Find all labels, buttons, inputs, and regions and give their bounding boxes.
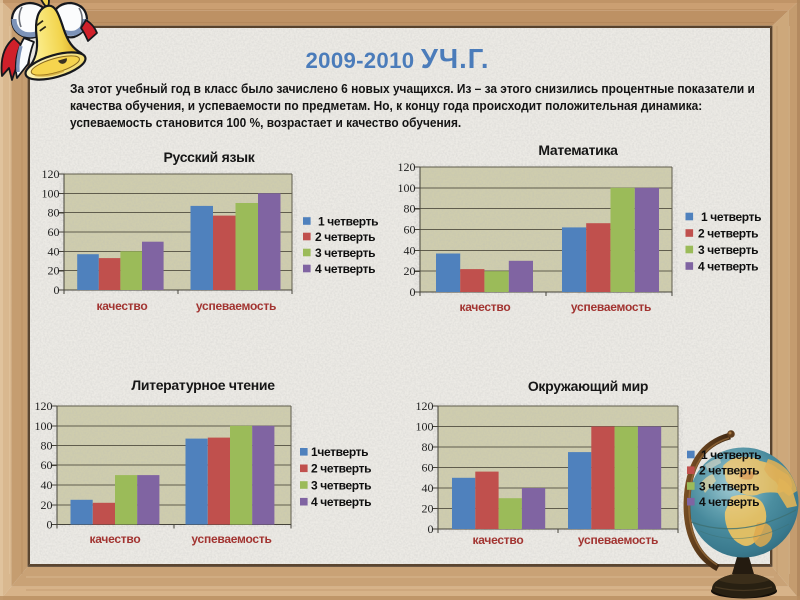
svg-text:1 четверть: 1 четверть: [318, 214, 378, 228]
svg-text:качество: качество: [97, 299, 148, 313]
svg-text:40: 40: [48, 244, 60, 258]
svg-text:80: 80: [422, 440, 434, 454]
svg-text:120: 120: [42, 167, 60, 181]
svg-text:1 четверть: 1 четверть: [701, 448, 761, 462]
svg-text:120: 120: [35, 399, 53, 413]
svg-text:Литературное чтение: Литературное чтение: [131, 377, 275, 393]
svg-text:20: 20: [41, 498, 53, 512]
svg-text:успеваемость: успеваемость: [571, 300, 651, 314]
svg-text:успеваемость: успеваемость: [578, 533, 658, 547]
svg-text:4 четверть: 4 четверть: [315, 262, 375, 276]
svg-text:3 четверть: 3 четверть: [698, 243, 758, 257]
svg-text:0: 0: [47, 518, 53, 532]
svg-text:4 четверть: 4 четверть: [699, 495, 759, 509]
svg-text:качество: качество: [473, 533, 524, 547]
svg-text:3 четверть: 3 четверть: [699, 479, 759, 493]
svg-text:60: 60: [422, 461, 434, 475]
svg-text:2 четверть: 2 четверть: [699, 464, 759, 478]
svg-text:2 четверть: 2 четверть: [315, 230, 375, 244]
svg-text:80: 80: [48, 206, 60, 220]
svg-text:20: 20: [404, 264, 416, 278]
svg-text:80: 80: [404, 202, 416, 216]
svg-text:3 четверть: 3 четверть: [315, 246, 375, 260]
svg-text:100: 100: [398, 181, 416, 195]
svg-text:40: 40: [422, 481, 434, 495]
svg-text:0: 0: [410, 285, 416, 299]
svg-text:120: 120: [398, 160, 416, 174]
svg-text:Окружающий мир: Окружающий мир: [528, 378, 648, 394]
svg-text:4 четверть: 4 четверть: [698, 259, 758, 273]
svg-text:60: 60: [41, 458, 53, 472]
svg-text:20: 20: [48, 264, 60, 278]
svg-text:100: 100: [35, 419, 53, 433]
svg-text:0: 0: [54, 283, 60, 297]
svg-text:80: 80: [41, 439, 53, 453]
svg-text:Математика: Математика: [538, 142, 618, 158]
svg-text:100: 100: [42, 186, 60, 200]
svg-text:Русский язык: Русский язык: [164, 149, 256, 165]
svg-text:3 четверть: 3 четверть: [311, 478, 371, 492]
svg-text:1четверть: 1четверть: [311, 445, 368, 459]
svg-text:качество: качество: [90, 532, 141, 546]
svg-text:40: 40: [41, 478, 53, 492]
svg-text:60: 60: [48, 225, 60, 239]
svg-text:40: 40: [404, 243, 416, 257]
svg-text:20: 20: [422, 502, 434, 516]
svg-text:успеваемость: успеваемость: [196, 299, 276, 313]
svg-text:качество: качество: [460, 300, 511, 314]
svg-text:1 четверть: 1 четверть: [701, 210, 761, 224]
svg-text:100: 100: [416, 420, 434, 434]
svg-text:2 четверть: 2 четверть: [698, 226, 758, 240]
svg-text:успеваемость: успеваемость: [191, 532, 271, 546]
svg-text:4 четверть: 4 четверть: [311, 495, 371, 509]
svg-text:120: 120: [416, 399, 434, 413]
svg-text:0: 0: [428, 522, 434, 536]
svg-text:60: 60: [404, 223, 416, 237]
svg-text:2 четверть: 2 четверть: [311, 462, 371, 476]
